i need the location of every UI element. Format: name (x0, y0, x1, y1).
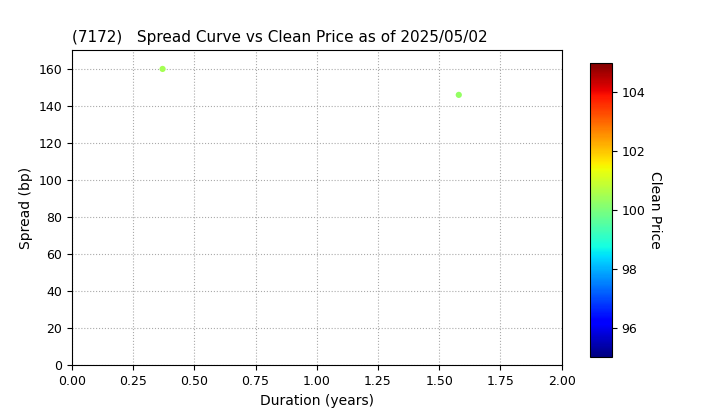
Point (157, 66, 168, 72)
Text: (7172)   Spread Curve vs Clean Price as of 2025/05/02: (7172) Spread Curve vs Clean Price as of… (72, 30, 487, 45)
Point (453, 92, 464, 98)
Y-axis label: Spread (bp): Spread (bp) (19, 167, 33, 249)
Y-axis label: Clean Price: Clean Price (648, 171, 662, 249)
X-axis label: Duration (years): Duration (years) (260, 394, 374, 408)
